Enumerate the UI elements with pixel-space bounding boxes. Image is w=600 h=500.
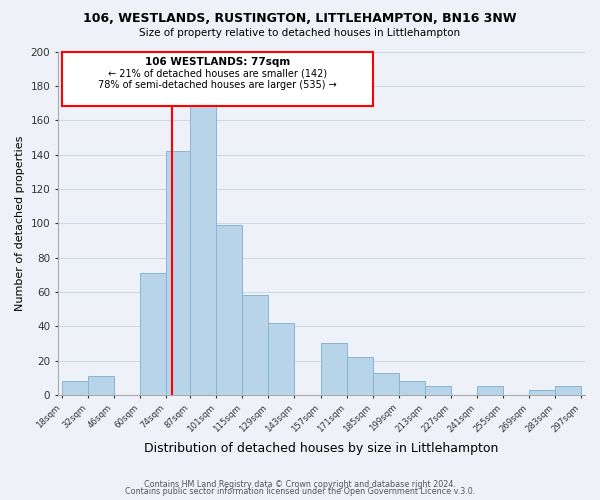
Text: ← 21% of detached houses are smaller (142): ← 21% of detached houses are smaller (14… [107,68,327,78]
Text: Contains public sector information licensed under the Open Government Licence v.: Contains public sector information licen… [125,488,475,496]
Bar [425,386,451,395]
Bar [88,376,114,395]
Text: 106, WESTLANDS, RUSTINGTON, LITTLEHAMPTON, BN16 3NW: 106, WESTLANDS, RUSTINGTON, LITTLEHAMPTO… [83,12,517,26]
Bar [555,386,581,395]
Bar [268,323,295,395]
Bar [347,357,373,395]
Bar [140,273,166,395]
Text: Size of property relative to detached houses in Littlehampton: Size of property relative to detached ho… [139,28,461,38]
Bar [190,106,216,395]
Bar [216,225,242,395]
Bar [529,390,555,395]
Bar [62,382,88,395]
Bar [399,382,425,395]
X-axis label: Distribution of detached houses by size in Littlehampton: Distribution of detached houses by size … [144,442,499,455]
Bar [320,344,347,395]
Bar [373,372,399,395]
Bar [166,151,190,395]
Y-axis label: Number of detached properties: Number of detached properties [15,136,25,311]
Bar [242,296,268,395]
FancyBboxPatch shape [62,52,373,106]
Text: Contains HM Land Registry data © Crown copyright and database right 2024.: Contains HM Land Registry data © Crown c… [144,480,456,489]
Text: 78% of semi-detached houses are larger (535) →: 78% of semi-detached houses are larger (… [98,80,337,90]
Bar [477,386,503,395]
Text: 106 WESTLANDS: 77sqm: 106 WESTLANDS: 77sqm [145,56,290,66]
